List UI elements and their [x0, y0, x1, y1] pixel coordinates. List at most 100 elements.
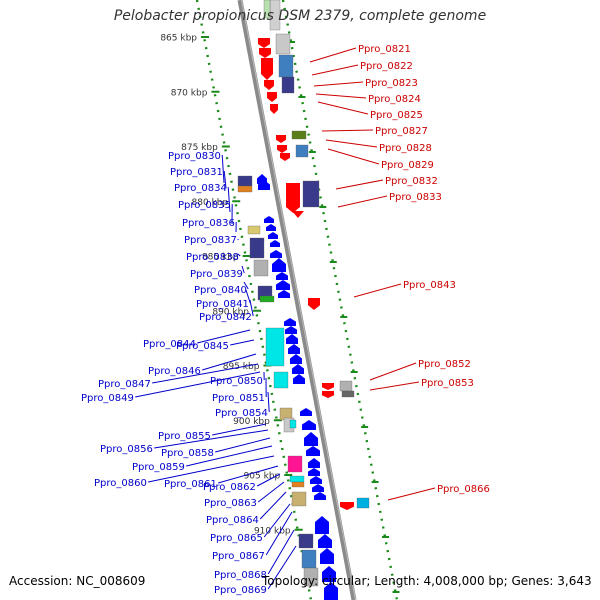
genome-summary-text: Topology: circular; Length: 4,008,000 bp…	[262, 574, 592, 588]
forward-gene-leader-line	[325, 139, 378, 148]
gene-feature-box	[237, 175, 253, 187]
reverse-gene-arrow	[320, 548, 334, 564]
gene-feature-box	[291, 481, 305, 488]
forward-gene-label: Ppro_0852	[418, 359, 471, 370]
reverse-gene-label: Ppro_0858	[161, 448, 214, 459]
forward-gene-leader-line	[335, 179, 384, 190]
reverse-gene-arrow	[312, 484, 324, 492]
reverse-gene-leader-line	[245, 289, 251, 304]
reverse-gene-leader-line	[221, 154, 225, 184]
reverse-gene-leader-line	[135, 371, 261, 398]
reverse-gene-arrow	[276, 280, 290, 290]
reverse-gene-arrow	[318, 534, 332, 548]
reverse-gene-arrow	[314, 492, 326, 500]
reverse-gene-label: Ppro_0860	[94, 478, 147, 489]
reverse-gene-arrow	[310, 476, 322, 484]
reverse-gene-leader-line	[212, 423, 267, 436]
gene-feature-box	[301, 549, 317, 569]
gene-feature-box	[298, 533, 314, 549]
sequence-backbone-highlight	[241, 0, 356, 600]
gene-feature-box	[259, 295, 275, 303]
reverse-gene-label: Ppro_0834	[174, 183, 227, 194]
reverse-gene-arrow	[302, 420, 316, 430]
forward-gene-arrow	[261, 58, 273, 80]
reverse-gene-leader-line	[265, 511, 293, 556]
gene-feature-box	[289, 475, 305, 483]
reverse-gene-leader-line	[243, 281, 249, 290]
reverse-gene-arrow	[292, 364, 304, 374]
map-title: Pelobacter propionicus DSM 2379, complet…	[113, 8, 487, 24]
reverse-gene-label: Ppro_0839	[190, 269, 243, 280]
reverse-gene-label: Ppro_0831	[170, 167, 223, 178]
forward-gene-label: Ppro_0822	[360, 61, 413, 72]
reverse-gene-label: Ppro_0851	[212, 393, 265, 404]
forward-gene-arrow	[267, 92, 277, 102]
ruler-label: 890 kbp	[212, 307, 249, 317]
sequence-backbone	[237, 0, 357, 600]
reverse-gene-arrow	[304, 432, 318, 446]
reverse-gene-arrow	[270, 240, 280, 247]
gene-feature-box	[265, 327, 285, 367]
forward-gene-label: Ppro_0832	[385, 176, 438, 187]
reverse-gene-leader-line	[227, 186, 231, 213]
reverse-gene-arrow	[270, 250, 282, 258]
gene-feature-box	[291, 130, 307, 140]
forward-gene-leader-line	[387, 487, 436, 501]
reverse-gene-arrow	[306, 446, 320, 456]
gene-feature-box	[247, 225, 261, 235]
ruler-label: 875 kbp	[181, 143, 218, 153]
reverse-gene-label: Ppro_0855	[158, 431, 211, 442]
forward-gene-leader-line	[369, 381, 420, 391]
reverse-gene-label: Ppro_0838	[186, 252, 239, 263]
gene-feature-box	[341, 390, 355, 398]
forward-gene-arrow	[259, 48, 271, 58]
reverse-gene-arrow	[290, 354, 302, 364]
forward-gene-leader-line	[317, 101, 369, 115]
gene-feature-box	[281, 76, 295, 94]
reverse-gene-leader-line	[241, 265, 245, 274]
reverse-gene-arrow	[324, 582, 338, 600]
forward-gene-label: Ppro_0821	[358, 44, 411, 55]
forward-gene-leader-line	[321, 129, 374, 132]
ruler-label: 900 kbp	[233, 417, 270, 427]
reverse-gene-leader-line	[249, 299, 254, 317]
gene-feature-box	[287, 455, 303, 473]
gene-feature-box	[356, 497, 370, 509]
reverse-gene-leader-line	[152, 363, 259, 384]
forward-gene-leader-line	[337, 195, 388, 208]
forward-gene-arrow	[270, 104, 278, 114]
reverse-gene-leader-line	[259, 491, 287, 520]
reverse-gene-label: Ppro_0845	[176, 341, 229, 352]
forward-gene-label: Ppro_0828	[379, 143, 432, 154]
reverse-gene-arrow	[276, 272, 288, 280]
forward-gene-arrow	[277, 145, 287, 153]
forward-gene-label: Ppro_0843	[403, 280, 456, 291]
forward-gene-arrow	[322, 383, 334, 390]
reverse-gene-label: Ppro_0867	[212, 551, 265, 562]
reverse-gene-leader-line	[202, 353, 257, 371]
outer-ruler-dotted	[281, 0, 399, 600]
forward-gene-arrow	[322, 391, 334, 398]
reverse-gene-label: Ppro_0837	[184, 235, 237, 246]
reverse-gene-leader-line	[148, 455, 275, 483]
reverse-gene-leader-line	[215, 437, 271, 453]
reverse-gene-label: Ppro_0864	[206, 515, 259, 526]
reverse-gene-arrow	[266, 224, 276, 231]
forward-gene-leader-line	[313, 81, 364, 87]
reverse-gene-label: Ppro_0862	[203, 482, 256, 493]
reverse-gene-leader-line	[256, 473, 281, 487]
reverse-gene-label: Ppro_0861	[164, 479, 217, 490]
reverse-gene-label: Ppro_0836	[182, 218, 235, 229]
reverse-gene-label: Ppro_0856	[100, 444, 153, 455]
forward-gene-arrow	[286, 183, 300, 213]
forward-gene-leader-line	[315, 93, 367, 99]
forward-gene-label: Ppro_0853	[421, 378, 474, 389]
reverse-gene-label: Ppro_0868	[214, 570, 267, 581]
forward-gene-label: Ppro_0833	[389, 192, 442, 203]
ruler-label: 880 kbp	[192, 198, 229, 208]
ruler-label: 910 kbp	[254, 526, 291, 536]
ruler-label: 905 kbp	[244, 472, 281, 482]
gene-feature-box	[291, 491, 307, 507]
